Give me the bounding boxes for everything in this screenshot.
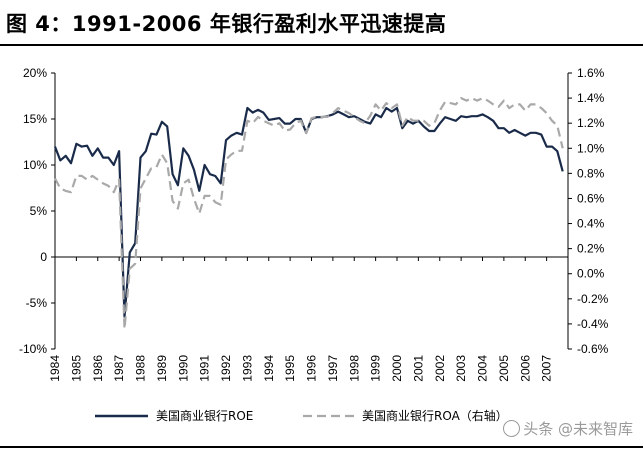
right-y-tick-label: 0.6% [577, 191, 605, 205]
left-y-tick-label: -5% [26, 296, 48, 310]
x-tick-label: 1989 [155, 355, 169, 382]
right-y-tick-label: -0.4% [577, 317, 609, 331]
x-tick-label: 1984 [48, 355, 62, 382]
right-y-tick-label: 1.0% [577, 141, 605, 155]
x-tick-label: 2006 [518, 355, 532, 382]
left-y-tick-label: -10% [19, 342, 47, 356]
watermark-text: 头条 @未来智库 [523, 420, 633, 438]
right-y-tick-label: 0.2% [577, 242, 605, 256]
x-tick-label: 2000 [390, 355, 404, 382]
left-y-tick-label: 0 [40, 250, 47, 264]
right-y-tick-label: 0.8% [577, 166, 605, 180]
legend-roa-label: 美国商业银行ROA（右轴） [362, 408, 508, 423]
right-y-tick-label: 1.2% [577, 116, 605, 130]
left-y-tick-label: 10% [23, 158, 47, 172]
x-tick-label: 1997 [326, 355, 340, 382]
x-tick-label: 2004 [476, 355, 490, 382]
x-tick-label: 2002 [433, 355, 447, 382]
roe-series-line [53, 106, 564, 318]
right-y-tick-label: -0.6% [577, 342, 609, 356]
watermark-logo-icon [503, 420, 521, 437]
bottom-rule [0, 446, 643, 448]
legend-roe-label: 美国商业银行ROE [156, 408, 253, 423]
x-tick-label: 1995 [283, 355, 297, 382]
chart-axes: -10% -5% 0 5% 10% 15% 20% -0.6% -0.4% -0.2% 0.0% 0.… [19, 66, 609, 382]
x-tick-label: 1992 [219, 355, 233, 382]
x-tick-label: 2001 [411, 355, 425, 382]
watermark: 头条 @未来智库 [503, 418, 633, 439]
right-y-tick-label: 0.0% [577, 267, 605, 281]
left-y-tick-label: 15% [23, 112, 47, 126]
x-tick-label: 1999 [369, 355, 383, 382]
x-tick-label: 1985 [69, 355, 83, 382]
x-tick-label: 1988 [134, 355, 148, 382]
left-y-tick-label: 5% [30, 204, 48, 218]
right-y-tick-label: 0.4% [577, 217, 605, 231]
x-tick-label: 2005 [497, 355, 511, 382]
right-y-tick-label: 1.6% [577, 66, 605, 80]
right-y-tick-label: 1.4% [577, 91, 605, 105]
roa-series-line [54, 96, 564, 330]
x-tick-label: 2007 [540, 355, 554, 382]
x-tick-label: 1990 [176, 355, 190, 382]
x-tick-label: 1993 [240, 355, 254, 382]
chart-legend: 美国商业银行ROE 美国商业银行ROA（右轴） [95, 408, 508, 423]
x-tick-label: 1987 [112, 355, 126, 382]
figure-title: 图 4：1991-2006 年银行盈利水平迅速提高 [6, 12, 447, 36]
chart-series [53, 96, 564, 330]
x-tick-label: 1996 [305, 355, 319, 382]
left-y-tick-label: 20% [23, 66, 47, 80]
x-tick-label: 1994 [262, 355, 276, 382]
x-tick-label: 1986 [91, 355, 105, 382]
right-y-tick-label: -0.2% [577, 292, 609, 306]
title-rule [0, 44, 643, 46]
x-tick-label: 2003 [454, 355, 468, 382]
x-tick-label: 1998 [347, 355, 361, 382]
x-tick-label: 1991 [198, 355, 212, 382]
